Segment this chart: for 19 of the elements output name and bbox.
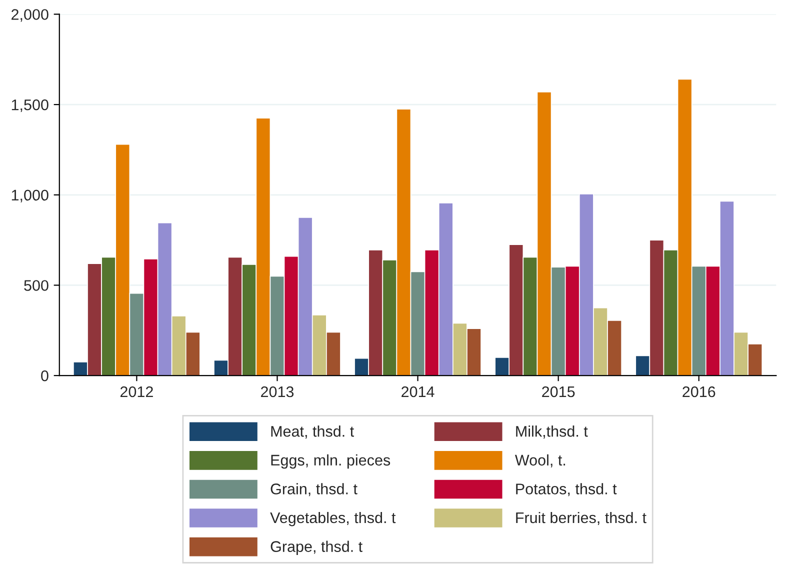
- legend-label: Meat, thsd. t: [271, 426, 354, 439]
- x-tick-label: 2016: [682, 386, 716, 398]
- legend-label: Fruit berries, thsd. t: [516, 512, 646, 525]
- legend-label: Potatos, thsd. t: [516, 483, 617, 496]
- legend-label: Vegetables, thsd. t: [270, 512, 396, 526]
- x-tick-label: 2013: [261, 386, 294, 398]
- y-tick-label: 2,000: [12, 9, 48, 22]
- legend-label: Wool, t.: [514, 454, 566, 468]
- legend-label: Eggs, mln. pieces: [271, 454, 390, 469]
- legend-label: Milk,thsd. t: [516, 426, 588, 439]
- legend-label: Grape, thsd. t: [270, 540, 362, 555]
- x-tick-label: 2012: [120, 386, 153, 398]
- y-tick-label: 1,500: [12, 99, 48, 112]
- y-tick-label: 500: [24, 280, 48, 291]
- x-tick-label: 2015: [542, 386, 575, 398]
- y-tick-label: 0: [41, 370, 48, 382]
- y-tick-label: 1,000: [12, 190, 48, 202]
- legend-label: Grain, thsd. t: [270, 483, 358, 496]
- x-tick-label: 2014: [402, 386, 434, 398]
